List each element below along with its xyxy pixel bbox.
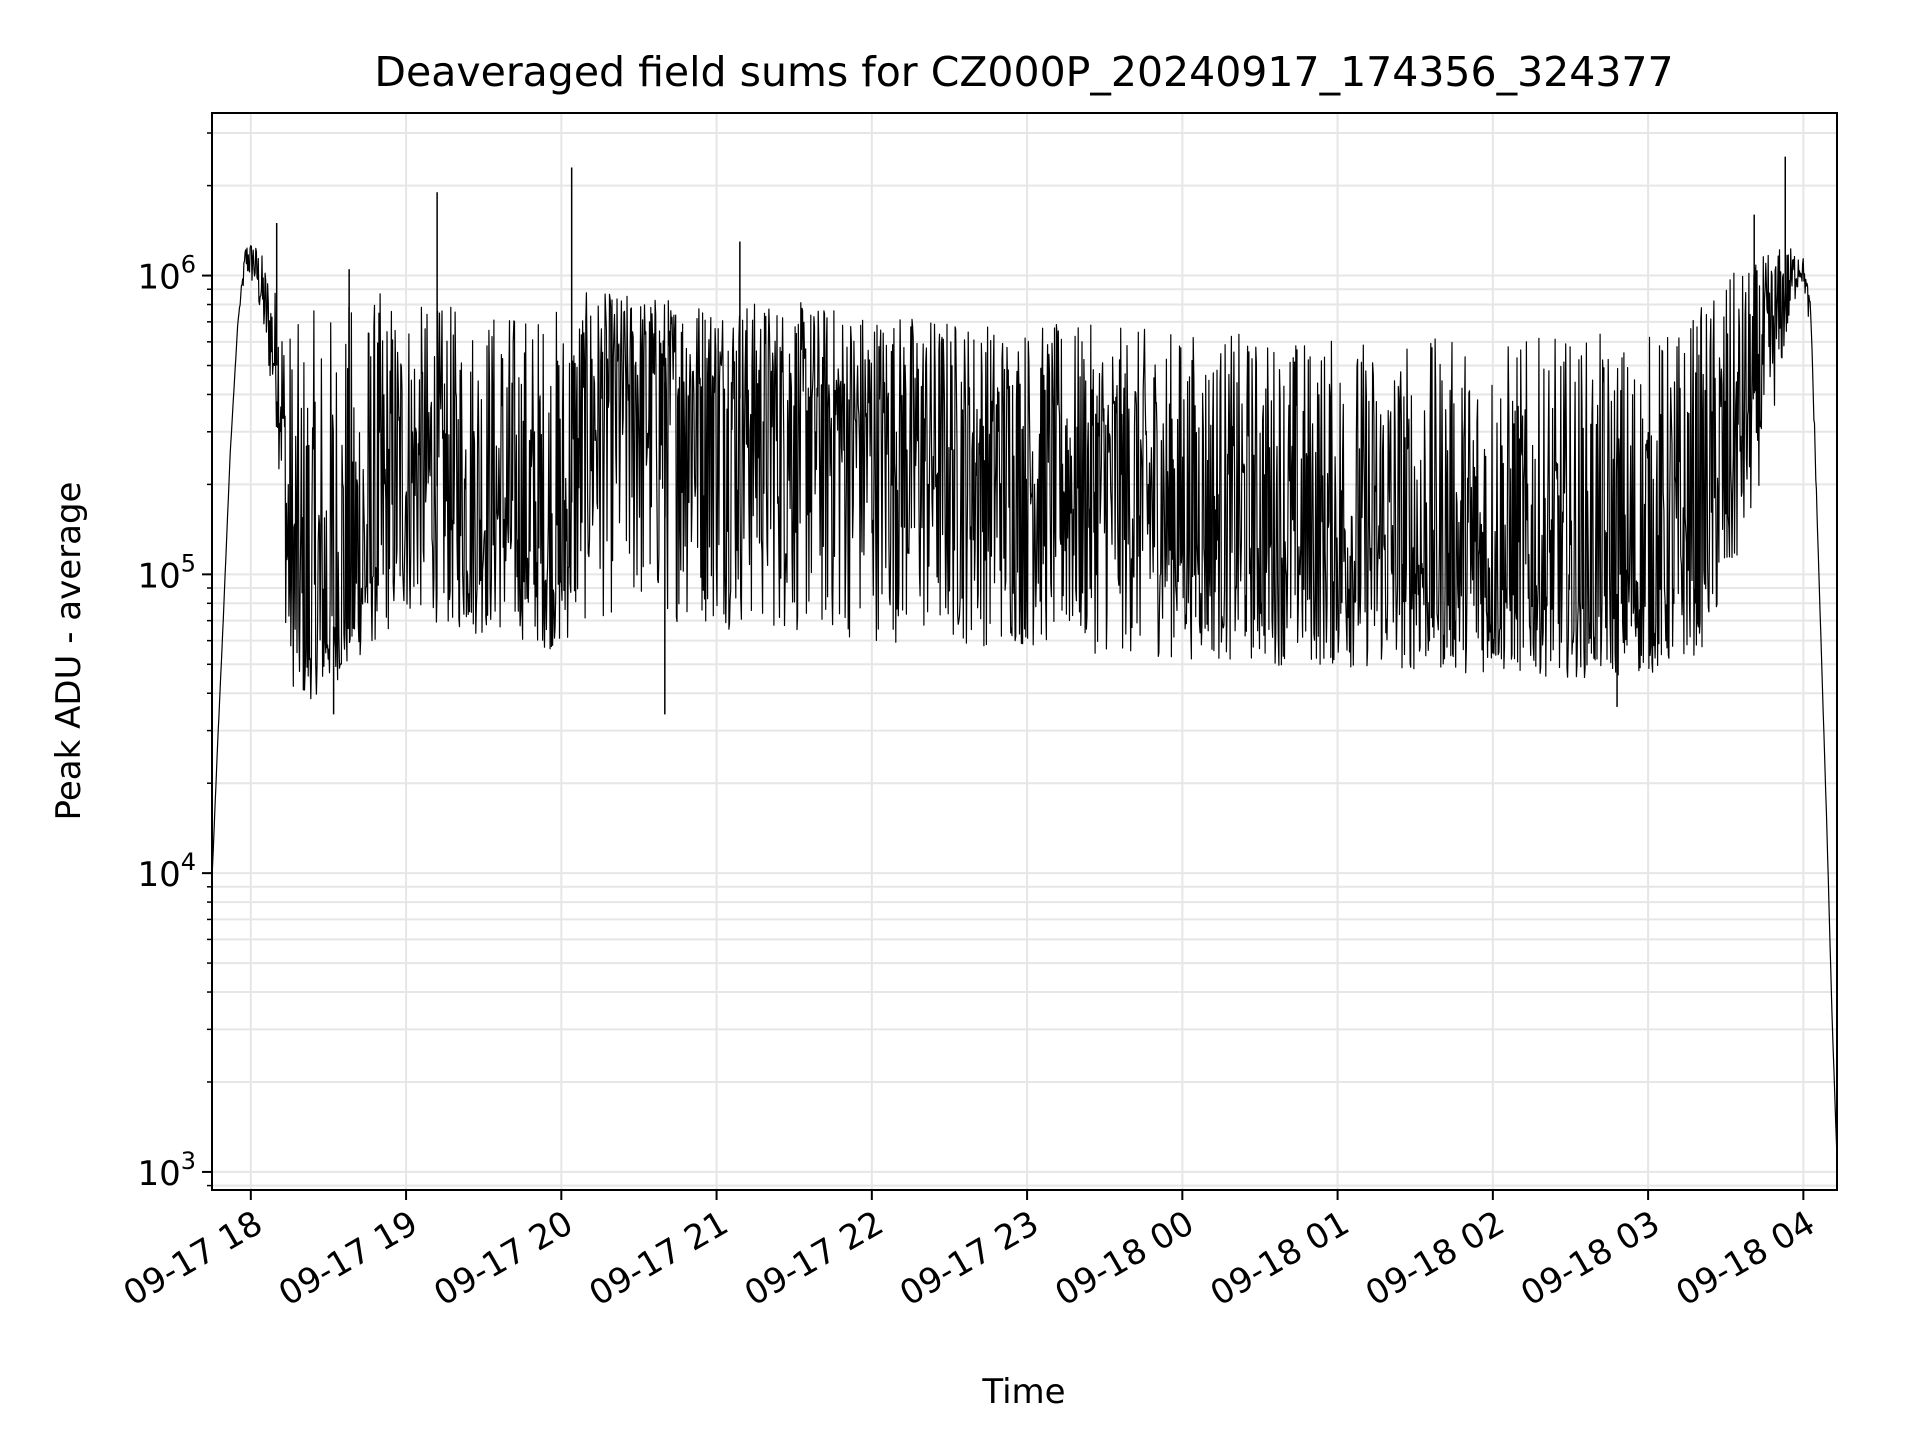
plot-area xyxy=(211,156,1838,1160)
y-axis-label: Peak ADU - average xyxy=(49,482,89,821)
y-tick-label: 103 xyxy=(137,1147,196,1194)
x-axis-label: Time xyxy=(981,1372,1065,1412)
y-tick-label: 104 xyxy=(137,848,196,895)
y-tick-label: 106 xyxy=(137,251,196,298)
axes-frame xyxy=(211,112,1838,1191)
y-tick-label: 105 xyxy=(137,549,196,596)
chart-title: Deaveraged field sums for CZ000P_2024091… xyxy=(374,48,1673,96)
y-axis: 103 104 105 106 xyxy=(137,132,212,1194)
series-line xyxy=(211,245,1838,1160)
